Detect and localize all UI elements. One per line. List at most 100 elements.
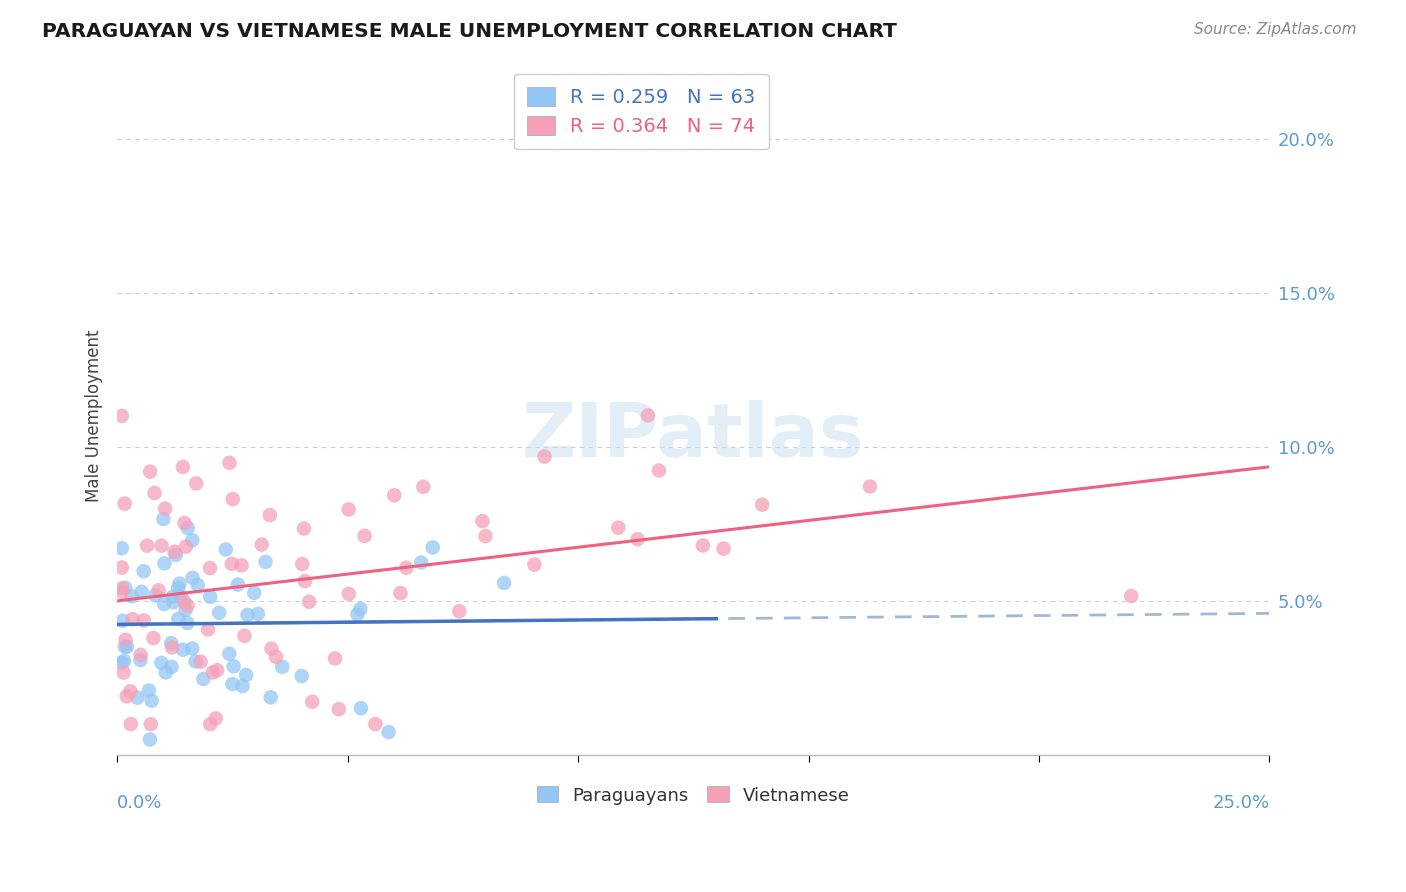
Point: [165, 548, 187, 562]
Point: [364, 717, 387, 731]
Point: [172, 642, 194, 657]
Point: [112, 665, 135, 680]
Point: [167, 581, 190, 595]
Point: [132, 564, 155, 578]
Point: [111, 560, 134, 574]
Point: [382, 488, 405, 502]
Point: [187, 578, 209, 592]
Point: [111, 656, 134, 670]
Point: [139, 717, 162, 731]
Point: [218, 647, 240, 661]
Point: [163, 544, 186, 558]
Point: [141, 694, 163, 708]
Point: [200, 717, 222, 731]
Y-axis label: Male Unemployment: Male Unemployment: [86, 330, 103, 502]
Point: [181, 641, 204, 656]
Point: [523, 558, 546, 572]
Point: [176, 521, 198, 535]
Point: [176, 616, 198, 631]
Point: [692, 538, 714, 552]
Point: [129, 653, 152, 667]
Point: [254, 555, 277, 569]
Point: [115, 690, 138, 704]
Point: [751, 498, 773, 512]
Point: [200, 590, 222, 604]
Point: [153, 557, 176, 571]
Point: [114, 640, 136, 654]
Point: [142, 631, 165, 645]
Point: [243, 586, 266, 600]
Text: ZIPatlas: ZIPatlas: [522, 400, 865, 473]
Point: [337, 587, 360, 601]
Text: 0.0%: 0.0%: [117, 794, 163, 812]
Point: [350, 701, 373, 715]
Point: [412, 480, 434, 494]
Point: [153, 501, 176, 516]
Point: [271, 660, 294, 674]
Point: [111, 409, 134, 423]
Point: [120, 684, 142, 698]
Point: [184, 655, 207, 669]
Point: [713, 541, 735, 556]
Point: [607, 521, 630, 535]
Point: [111, 541, 134, 556]
Point: [148, 583, 170, 598]
Point: [111, 614, 134, 628]
Point: [323, 651, 346, 665]
Point: [127, 690, 149, 705]
Point: [1121, 589, 1143, 603]
Point: [449, 604, 471, 618]
Point: [637, 409, 659, 423]
Point: [132, 614, 155, 628]
Point: [226, 577, 249, 591]
Point: [377, 725, 399, 739]
Point: [160, 660, 183, 674]
Point: [218, 456, 240, 470]
Point: [298, 595, 321, 609]
Point: [114, 497, 136, 511]
Point: [152, 512, 174, 526]
Point: [246, 607, 269, 621]
Point: [114, 632, 136, 647]
Point: [153, 597, 176, 611]
Point: [294, 574, 316, 589]
Point: [205, 663, 228, 677]
Text: PARAGUAYAN VS VIETNAMESE MALE UNEMPLOYMENT CORRELATION CHART: PARAGUAYAN VS VIETNAMESE MALE UNEMPLOYME…: [42, 22, 897, 41]
Point: [167, 612, 190, 626]
Point: [859, 479, 882, 493]
Point: [129, 648, 152, 662]
Point: [494, 576, 516, 591]
Point: [204, 711, 226, 725]
Point: [264, 649, 287, 664]
Point: [235, 668, 257, 682]
Point: [337, 502, 360, 516]
Point: [346, 607, 368, 622]
Point: [172, 459, 194, 474]
Point: [136, 539, 159, 553]
Point: [138, 683, 160, 698]
Point: [231, 558, 253, 573]
Point: [291, 669, 314, 683]
Point: [162, 590, 184, 604]
Point: [301, 695, 323, 709]
Point: [160, 640, 183, 655]
Point: [291, 557, 314, 571]
Point: [169, 576, 191, 591]
Point: [328, 702, 350, 716]
Point: [173, 516, 195, 530]
Point: [174, 603, 197, 617]
Point: [471, 514, 494, 528]
Point: [260, 641, 283, 656]
Point: [236, 607, 259, 622]
Point: [231, 679, 253, 693]
Point: [155, 665, 177, 680]
Point: [627, 533, 650, 547]
Point: [389, 586, 412, 600]
Point: [186, 476, 208, 491]
Point: [120, 717, 142, 731]
Point: [145, 589, 167, 603]
Point: [190, 655, 212, 669]
Point: [139, 732, 162, 747]
Point: [121, 589, 143, 603]
Point: [292, 521, 315, 535]
